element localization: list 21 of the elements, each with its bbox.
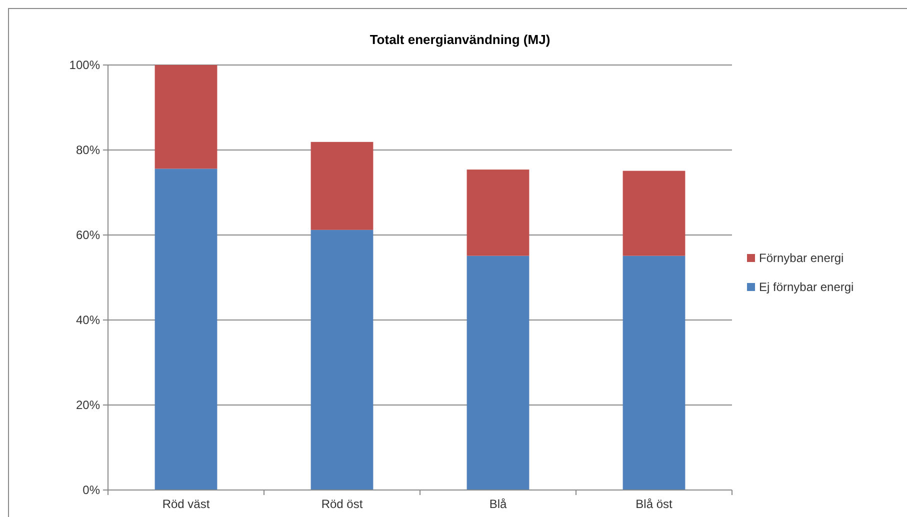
chart-title: Totalt energianvändning (MJ): [370, 32, 550, 47]
bar: [154, 65, 218, 169]
bar: [466, 256, 530, 490]
y-tick-label: 20%: [76, 398, 100, 412]
bar: [310, 142, 374, 230]
bar: [466, 170, 530, 256]
y-tick-label: 60%: [76, 228, 100, 242]
y-tick-label: 100%: [69, 58, 100, 72]
bar: [154, 168, 218, 490]
legend-label: Ej förnybar energi: [759, 280, 854, 294]
x-tick-label: Blå: [489, 497, 507, 511]
legend-label: Förnybar energi: [759, 251, 844, 266]
bar: [310, 230, 374, 490]
bar: [622, 256, 686, 490]
y-tick-label: 80%: [76, 143, 100, 158]
x-tick-label: Röd väst: [162, 497, 210, 511]
y-tick-label: 40%: [76, 313, 100, 328]
x-tick-label: Blå öst: [636, 497, 674, 511]
bar: [622, 170, 686, 256]
x-tick-label: Röd öst: [321, 497, 364, 511]
y-tick-label: 0%: [82, 483, 100, 498]
